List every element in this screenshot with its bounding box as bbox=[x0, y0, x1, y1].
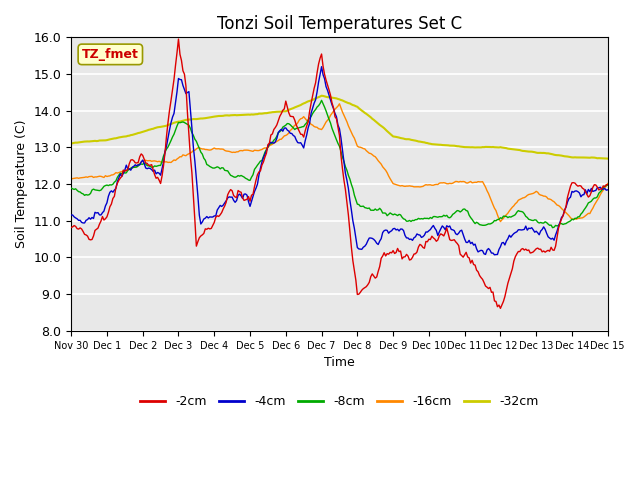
Legend: -2cm, -4cm, -8cm, -16cm, -32cm: -2cm, -4cm, -8cm, -16cm, -32cm bbox=[135, 390, 543, 413]
X-axis label: Time: Time bbox=[324, 356, 355, 369]
Y-axis label: Soil Temperature (C): Soil Temperature (C) bbox=[15, 120, 28, 248]
Text: TZ_fmet: TZ_fmet bbox=[82, 48, 139, 61]
Title: Tonzi Soil Temperatures Set C: Tonzi Soil Temperatures Set C bbox=[217, 15, 462, 33]
